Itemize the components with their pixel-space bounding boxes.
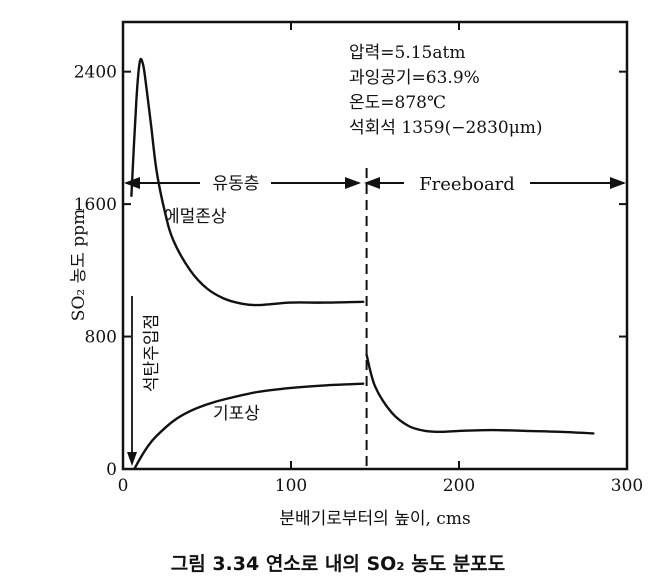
injection-point-label: 석탄주입점 xyxy=(142,314,162,392)
injection-point-arrow xyxy=(127,296,137,466)
y-tick-label: 1600 xyxy=(74,195,117,215)
y-tick-label: 800 xyxy=(85,328,117,348)
freeboard-line xyxy=(365,353,595,435)
y-tick-label: 2400 xyxy=(74,63,117,83)
bed-region-label: 유동층 xyxy=(213,174,260,194)
freeboard-region-label: Freeboard xyxy=(419,174,515,195)
x-tick-label: 100 xyxy=(275,476,307,496)
emulsion-phase-label: 에멀존상 xyxy=(164,207,227,227)
bubble-phase-line xyxy=(133,382,365,470)
x-tick-label: 300 xyxy=(611,476,643,496)
bed-region-arrow xyxy=(124,177,361,189)
x-tick-label: 200 xyxy=(443,476,475,496)
figure-caption: 그림 3.34 연소로 내의 SO₂ 농도 분포도 xyxy=(171,553,506,575)
freeboard-region-arrow xyxy=(364,177,626,189)
x-tick-label: 0 xyxy=(118,476,129,496)
emulsion-phase-line xyxy=(130,57,365,307)
y-tick-label: 0 xyxy=(106,460,117,480)
condition-limestone: 석회석 1359(−2830μm) xyxy=(349,118,543,138)
condition-temperature: 온도=878℃ xyxy=(349,93,446,113)
series-layer xyxy=(130,57,595,470)
condition-excess-air: 과잉공기=63.9% xyxy=(349,68,480,88)
bubble-phase-label: 기포상 xyxy=(213,404,260,424)
y-axis-label: SO₂ 농도 ppm xyxy=(69,209,89,321)
condition-pressure: 압력=5.15atm xyxy=(349,43,465,63)
axis-ticks: 0 100 200 300 0 800 1600 2400 xyxy=(74,22,643,496)
plot-frame xyxy=(121,20,629,471)
x-axis-label: 분배기로부터의 높이, cms xyxy=(279,509,470,529)
